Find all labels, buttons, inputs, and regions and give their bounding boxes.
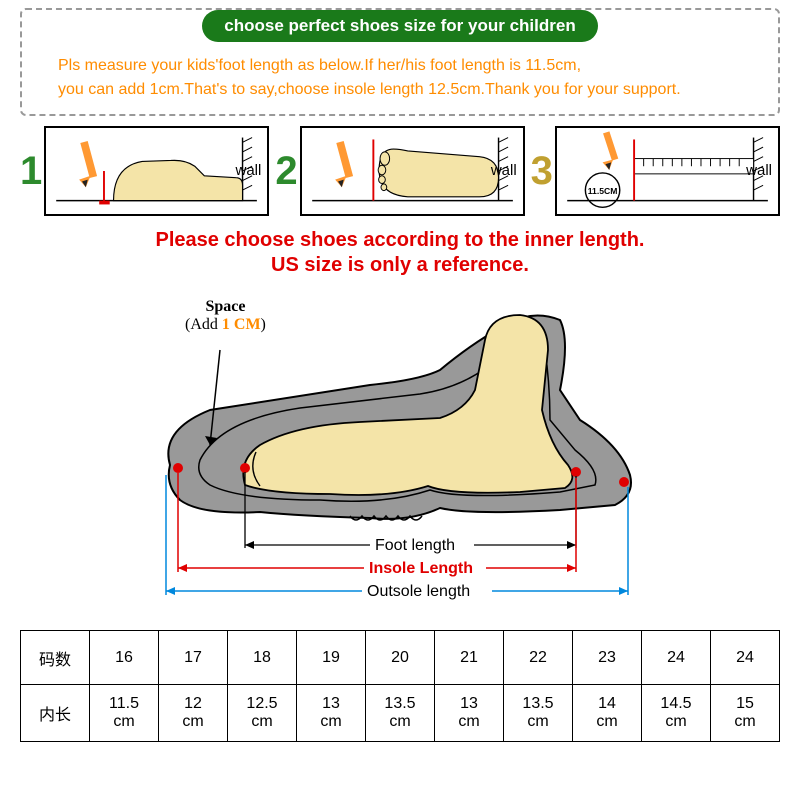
size-cell: 24 (711, 631, 780, 685)
length-cell: 14.5cm (642, 685, 711, 742)
insole-length-label: Insole Length (369, 560, 473, 578)
instructions-line-1: Pls measure your kids'foot length as bel… (58, 54, 762, 78)
space-text: Space (205, 298, 245, 315)
size-cell: 19 (297, 631, 366, 685)
space-add-prefix: (Add (185, 316, 222, 333)
notice-line-2: US size is only a reference. (20, 253, 780, 278)
row-header-size: 码数 (21, 631, 90, 685)
outsole-length-label: Outsole length (367, 583, 470, 601)
step-3: 3 11.5CM wall (531, 126, 780, 216)
main-notice: Please choose shoes according to the inn… (20, 228, 780, 278)
step-2-box: wall (300, 126, 525, 216)
step-3-illustration: 11.5CM (557, 128, 778, 214)
length-cell: 11.5cm (90, 685, 159, 742)
step-3-number: 3 (531, 149, 553, 194)
step-2-number: 2 (275, 149, 297, 194)
step-2-illustration (302, 128, 523, 214)
size-table: 码数 16 17 18 19 20 21 22 23 24 24 内长 11.5… (20, 630, 780, 742)
length-cell: 12.5cm (228, 685, 297, 742)
foot-length-label: Foot length (375, 537, 455, 555)
length-cell: 13.5cm (366, 685, 435, 742)
shoe-diagram: Space (Add 1 CM) (20, 290, 780, 620)
size-cell: 18 (228, 631, 297, 685)
notice-line-1: Please choose shoes according to the inn… (20, 228, 780, 253)
length-cell: 13cm (435, 685, 504, 742)
step-1-number: 1 (20, 149, 42, 194)
title-pill: choose perfect shoes size for your child… (202, 10, 597, 42)
svg-text:11.5CM: 11.5CM (588, 186, 618, 196)
size-cell: 24 (642, 631, 711, 685)
step-1: 1 wall (20, 126, 269, 216)
space-label: Space (Add 1 CM) (185, 298, 266, 334)
step-2-wall-label: wall (491, 162, 517, 179)
size-cell: 17 (159, 631, 228, 685)
step-1-box: wall (44, 126, 269, 216)
size-cell: 21 (435, 631, 504, 685)
table-row-lengths: 内长 11.5cm 12cm 12.5cm 13cm 13.5cm 13cm 1… (21, 685, 780, 742)
step-2: 2 wall (275, 126, 524, 216)
instructions-line-2: you can add 1cm.That's to say,choose ins… (58, 78, 762, 102)
length-cell: 14cm (573, 685, 642, 742)
length-cell: 13cm (297, 685, 366, 742)
step-3-wall-label: wall (746, 162, 772, 179)
size-cell: 22 (504, 631, 573, 685)
step-3-box: 11.5CM wall (555, 126, 780, 216)
row-header-length: 内长 (21, 685, 90, 742)
length-cell: 13.5cm (504, 685, 573, 742)
step-1-wall-label: wall (235, 162, 261, 179)
space-add-suffix: ) (261, 316, 266, 333)
size-cell: 20 (366, 631, 435, 685)
length-cell: 12cm (159, 685, 228, 742)
size-cell: 16 (90, 631, 159, 685)
size-cell: 23 (573, 631, 642, 685)
table-row-sizes: 码数 16 17 18 19 20 21 22 23 24 24 (21, 631, 780, 685)
space-add-value: 1 CM (222, 316, 261, 333)
header-banner: choose perfect shoes size for your child… (20, 8, 780, 116)
length-cell: 15cm (711, 685, 780, 742)
instructions: Pls measure your kids'foot length as bel… (38, 54, 762, 102)
steps-row: 1 wall 2 (20, 126, 780, 216)
